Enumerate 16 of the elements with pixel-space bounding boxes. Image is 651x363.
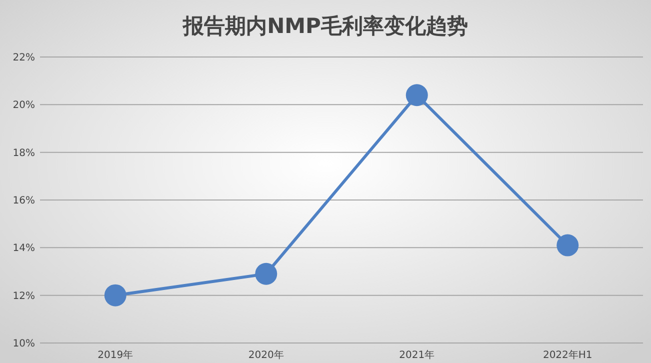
y-tick-label: 16%: [12, 196, 35, 206]
y-tick-label: 14%: [12, 243, 35, 254]
point: [104, 284, 126, 306]
y-tick-label: 20%: [12, 100, 35, 112]
y-tick-label: 12%: [12, 290, 35, 302]
chart-title: 报告期内NMP毛利率变化趋势: [182, 14, 468, 38]
point: [556, 234, 579, 256]
point: [255, 262, 278, 285]
x-tick-label: 2022年H1: [542, 349, 592, 361]
y-tick-label: 10%: [12, 338, 35, 350]
x-tick-label: 2021年: [399, 349, 435, 361]
y-tick-label: 18%: [12, 148, 35, 159]
x-tick-label: 2019年: [98, 349, 134, 361]
y-tick-label: 22%: [12, 52, 35, 64]
x-tick-label: 2020年: [248, 349, 284, 361]
point: [406, 84, 428, 106]
